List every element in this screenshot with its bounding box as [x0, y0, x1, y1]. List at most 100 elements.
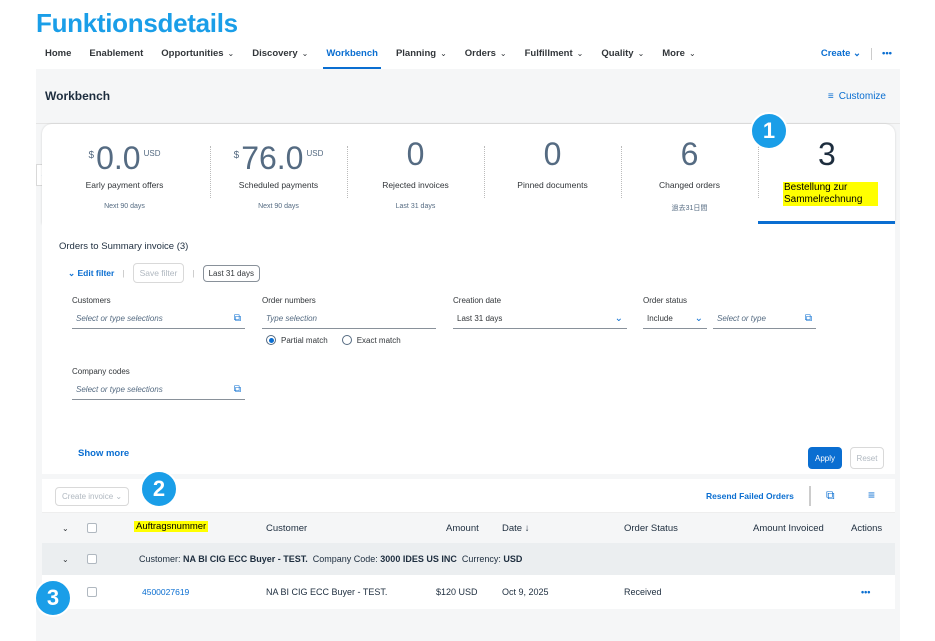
column-header-customer[interactable]: Customer — [266, 523, 308, 534]
orders-table: ⌄ Auftragsnummer Customer Amount Date ↓ … — [42, 513, 895, 609]
page-title: Funktionsdetails — [36, 8, 238, 38]
nav-quality[interactable]: Quality ⌄ — [592, 38, 653, 69]
callout-badge-3: 3 — [34, 579, 72, 617]
resend-failed-orders-button[interactable]: Resend Failed Orders — [706, 491, 794, 501]
table-toolbar: Create invoice ⌄ Resend Failed Orders ⧉ … — [42, 479, 895, 513]
order-status-input[interactable]: Select or type ⧉ — [713, 309, 816, 329]
row-checkbox[interactable] — [87, 587, 97, 597]
group-summary: Customer: NA BI CIG ECC Buyer - TEST. Co… — [139, 554, 522, 564]
order-numbers-input[interactable]: Type selection — [262, 309, 436, 329]
chevron-down-icon[interactable]: ⌄ — [62, 555, 69, 564]
tile-early-payment[interactable]: $0.0 USD Early payment offers Next 90 day… — [56, 124, 193, 224]
nav-orders[interactable]: Orders ⌄ — [456, 38, 516, 69]
callout-badge-1: 1 — [750, 112, 788, 150]
export-icon[interactable]: ⧉ — [826, 488, 835, 502]
chevron-down-icon[interactable]: ⌄ — [62, 524, 69, 533]
overflow-menu-button[interactable]: ••• — [882, 48, 892, 59]
table-settings-icon[interactable]: ≡ — [868, 488, 876, 502]
date-range-chip[interactable]: Last 31 days — [202, 264, 260, 282]
nav-enablement[interactable]: Enablement — [80, 38, 152, 69]
column-header-date[interactable]: Date ↓ — [502, 523, 530, 534]
column-header-amount-invoiced[interactable]: Amount Invoiced — [753, 523, 824, 534]
row-date: Oct 9, 2025 — [502, 587, 549, 597]
row-actions-button[interactable]: ••• — [861, 587, 871, 597]
chevron-down-icon: ⌄ — [301, 49, 309, 58]
exact-match-radio[interactable]: Exact match — [341, 335, 401, 345]
exact-match-label: Exact match — [356, 335, 401, 345]
tile-scheduled-payments[interactable]: $76.0 USD Scheduled payments Next 90 days — [210, 124, 347, 224]
divider: | — [122, 268, 125, 278]
order-number-link[interactable]: 4500027619 — [142, 587, 190, 597]
tile-rejected-invoices[interactable]: 0 Rejected invoices Last 31 days — [347, 124, 484, 224]
value-help-icon[interactable]: ⧉ — [804, 313, 812, 324]
divider — [809, 486, 811, 506]
company-codes-label: Company codes — [72, 367, 130, 376]
settings-sliders-icon: ≡ — [827, 90, 834, 102]
group-currency-value: USD — [503, 554, 523, 564]
table-row[interactable]: 4500027619 NA BI CIG ECC Buyer - TEST. $… — [42, 575, 895, 609]
create-invoice-label: Create invoice — [62, 492, 114, 501]
column-header-order-status[interactable]: Order Status — [624, 523, 678, 534]
customers-input[interactable]: Select or type selections ⧉ — [72, 309, 245, 329]
tile-summary-invoice-orders[interactable]: 3 Bestellung zur Sammelrechnung — [758, 124, 895, 224]
order-status-placeholder: Select or type — [717, 314, 766, 323]
nav-label: Discovery — [252, 48, 298, 59]
nav-more[interactable]: More ⌄ — [653, 38, 704, 69]
save-filter-button[interactable]: Save filter — [132, 263, 185, 283]
nav-label: Home — [45, 48, 72, 59]
tile-currency: $ — [88, 150, 95, 161]
column-header-amount[interactable]: Amount — [446, 523, 479, 534]
tile-divider — [484, 146, 485, 198]
order-status-label: Order status — [643, 296, 688, 305]
select-all-checkbox[interactable] — [87, 523, 97, 533]
group-currency-label: Currency: — [461, 554, 501, 564]
create-invoice-button[interactable]: Create invoice ⌄ — [55, 487, 130, 506]
order-status-operator: Include — [647, 314, 673, 323]
divider: | — [192, 268, 195, 278]
chevron-down-icon: ⌄ — [227, 49, 235, 58]
order-numbers-label: Order numbers — [262, 296, 316, 305]
order-status-operator-select[interactable]: Include ⌄ — [643, 309, 707, 329]
value-help-icon[interactable]: ⧉ — [233, 313, 241, 324]
nav-label: More — [662, 48, 685, 59]
tile-label: Rejected invoices — [382, 180, 449, 190]
edit-filter-button[interactable]: ⌄ Edit filter — [68, 268, 114, 279]
nav-label: Workbench — [326, 48, 378, 59]
nav-fulfillment[interactable]: Fulfillment ⌄ — [516, 38, 593, 69]
tile-label: Scheduled payments — [238, 180, 319, 190]
group-checkbox[interactable] — [87, 554, 97, 564]
nav-label: Quality — [601, 48, 634, 59]
chevron-down-icon: ⌄ — [688, 49, 696, 58]
apply-button[interactable]: Apply — [808, 447, 842, 469]
group-company-label: Company Code: — [312, 554, 378, 564]
nav-label: Planning — [395, 48, 437, 59]
filter-title: Orders to Summary invoice (3) — [59, 241, 188, 252]
tile-sub: 過去31日間 — [671, 205, 708, 212]
group-customer-value: NA BI CIG ECC Buyer - TEST. — [183, 554, 308, 564]
nav-opportunities[interactable]: Opportunities ⌄ — [152, 38, 243, 69]
reset-button[interactable]: Reset — [850, 447, 884, 469]
nav-label: Opportunities — [161, 48, 224, 59]
order-numbers-placeholder: Type selection — [266, 314, 317, 323]
row-customer: NA BI CIG ECC Buyer - TEST. — [266, 587, 388, 597]
customize-button[interactable]: ≡ Customize — [828, 91, 886, 102]
tile-pinned-documents[interactable]: 0 Pinned documents — [484, 124, 621, 224]
tile-changed-orders[interactable]: 6 Changed orders 過去31日間 — [621, 124, 758, 224]
value-help-icon[interactable]: ⧉ — [233, 384, 241, 395]
show-more-link[interactable]: Show more — [78, 448, 130, 459]
create-menu-button[interactable]: Create ⌄ — [821, 48, 861, 59]
partial-match-radio[interactable]: Partial match — [266, 335, 328, 345]
company-codes-input[interactable]: Select or type selections ⧉ — [72, 380, 245, 400]
nav-planning[interactable]: Planning ⌄ — [387, 38, 456, 69]
column-header-order-number[interactable]: Auftragsnummer — [134, 521, 209, 532]
group-row[interactable]: ⌄ Customer: NA BI CIG ECC Buyer - TEST. … — [42, 543, 895, 575]
nav-workbench[interactable]: Workbench — [317, 38, 387, 69]
column-header-actions: Actions — [851, 523, 883, 534]
match-mode-group: Partial match Exact match — [266, 335, 401, 345]
edit-filter-label: Edit filter — [77, 267, 115, 278]
nav-discovery[interactable]: Discovery ⌄ — [243, 38, 317, 69]
nav-home[interactable]: Home — [36, 38, 80, 69]
tile-label: Changed orders — [659, 180, 720, 190]
tile-label: Early payment offers — [85, 180, 164, 190]
creation-date-select[interactable]: Last 31 days ⌄ — [453, 309, 627, 329]
